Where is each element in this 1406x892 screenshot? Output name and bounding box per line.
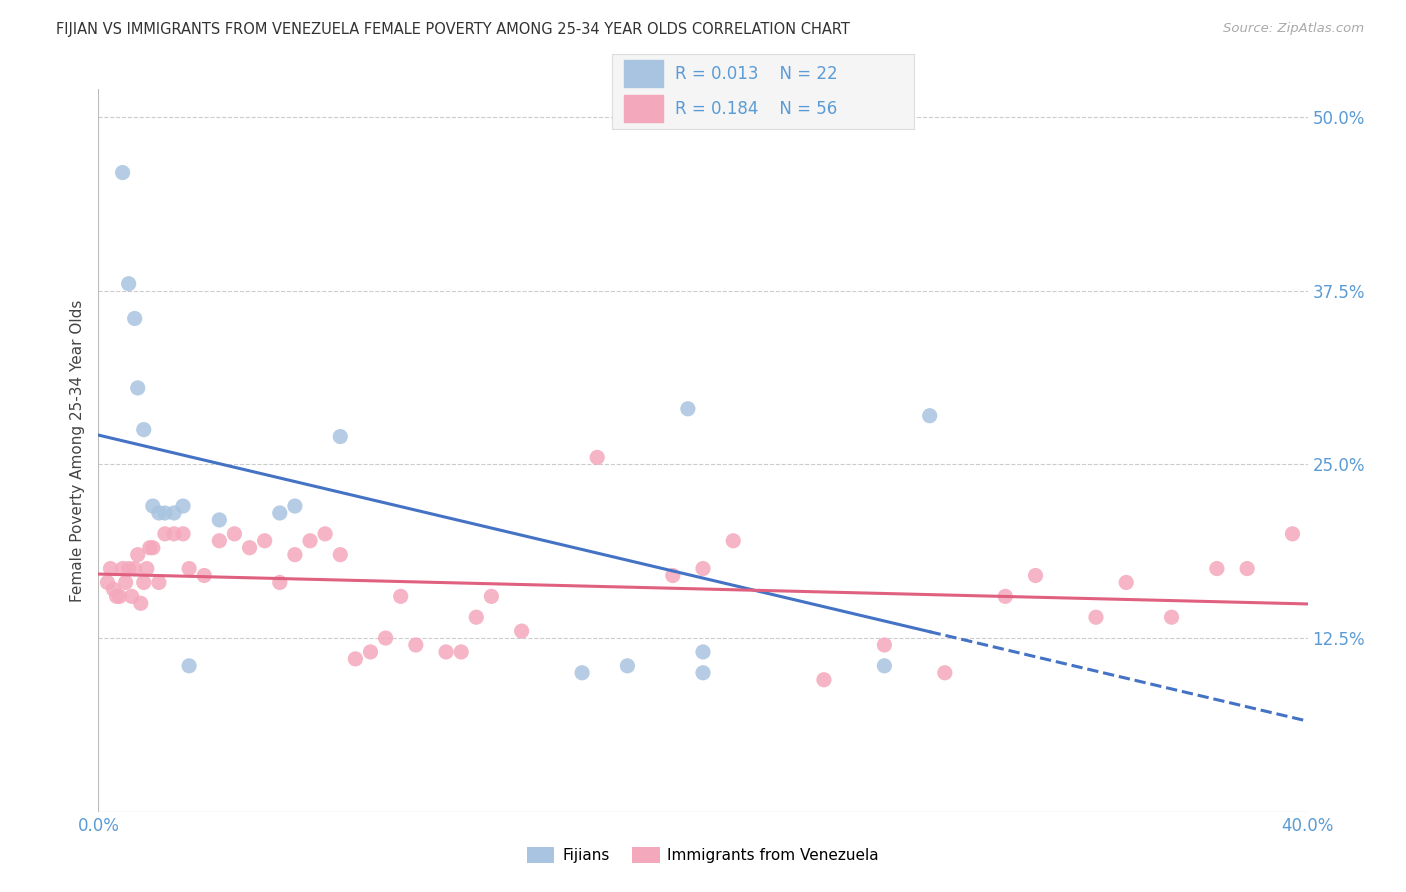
Point (450, 645, 472, 659)
Point (132, 575, 155, 590)
Point (172, 526, 194, 541)
Point (239, 541, 262, 555)
Point (129, 596, 152, 610)
Point (405, 638, 427, 652)
Text: Source: ZipAtlas.com: Source: ZipAtlas.com (1223, 22, 1364, 36)
Point (284, 548, 307, 562)
Point (571, 665, 593, 680)
Point (360, 645, 382, 659)
Point (692, 645, 714, 659)
Text: R = 0.184    N = 56: R = 0.184 N = 56 (675, 100, 838, 118)
Point (111, 165, 134, 179)
Point (124, 311, 146, 326)
Point (118, 277, 141, 291)
Point (374, 631, 396, 645)
Point (873, 658, 896, 673)
Point (314, 526, 336, 541)
Point (1085, 610, 1108, 624)
Point (111, 561, 134, 575)
Point (692, 561, 714, 575)
Point (934, 665, 956, 680)
Point (114, 575, 136, 590)
Point (723, 533, 745, 548)
Point (193, 568, 215, 582)
Point (127, 548, 149, 562)
Point (148, 575, 170, 590)
Text: R = 0.013    N = 22: R = 0.013 N = 22 (675, 65, 838, 83)
Point (481, 590, 503, 604)
Point (142, 499, 165, 513)
Point (135, 561, 157, 575)
Point (127, 381, 149, 395)
Point (1206, 561, 1229, 575)
Point (465, 610, 488, 624)
Point (586, 450, 609, 465)
Point (510, 624, 533, 639)
Point (284, 499, 307, 513)
Legend: Fijians, Immigrants from Venezuela: Fijians, Immigrants from Venezuela (520, 841, 886, 869)
Point (1236, 561, 1258, 575)
Point (389, 590, 412, 604)
Point (994, 590, 1017, 604)
Point (616, 658, 638, 673)
Point (96, 575, 118, 590)
Point (208, 513, 231, 527)
Bar (624, 61, 664, 87)
Point (153, 506, 176, 520)
Point (269, 575, 291, 590)
Point (224, 526, 246, 541)
Point (269, 506, 291, 520)
Point (329, 429, 352, 443)
Point (105, 590, 128, 604)
Y-axis label: Female Poverty Among 25-34 Year Olds: Female Poverty Among 25-34 Year Olds (70, 300, 86, 601)
Point (100, 561, 122, 575)
Point (179, 561, 201, 575)
Point (662, 568, 685, 582)
Point (118, 561, 141, 575)
Point (163, 506, 186, 520)
Point (208, 533, 231, 548)
Point (299, 533, 322, 548)
Point (142, 541, 165, 555)
Point (124, 561, 146, 575)
Point (434, 645, 457, 659)
Point (148, 506, 170, 520)
Point (692, 665, 714, 680)
Point (329, 548, 352, 562)
Point (132, 423, 155, 437)
Point (873, 638, 896, 652)
Point (253, 533, 276, 548)
Point (1160, 610, 1182, 624)
Point (1024, 568, 1046, 582)
Point (172, 499, 194, 513)
Point (1115, 575, 1137, 590)
Point (344, 652, 367, 666)
Point (139, 541, 162, 555)
Point (676, 401, 699, 416)
Point (103, 582, 125, 597)
Text: FIJIAN VS IMMIGRANTS FROM VENEZUELA FEMALE POVERTY AMONG 25-34 YEAR OLDS CORRELA: FIJIAN VS IMMIGRANTS FROM VENEZUELA FEMA… (56, 22, 851, 37)
Point (1281, 526, 1303, 541)
Point (813, 673, 835, 687)
Bar (624, 95, 664, 122)
Point (121, 590, 143, 604)
Point (918, 409, 941, 423)
Point (163, 526, 186, 541)
Point (108, 590, 131, 604)
Point (179, 658, 201, 673)
Point (153, 526, 176, 541)
